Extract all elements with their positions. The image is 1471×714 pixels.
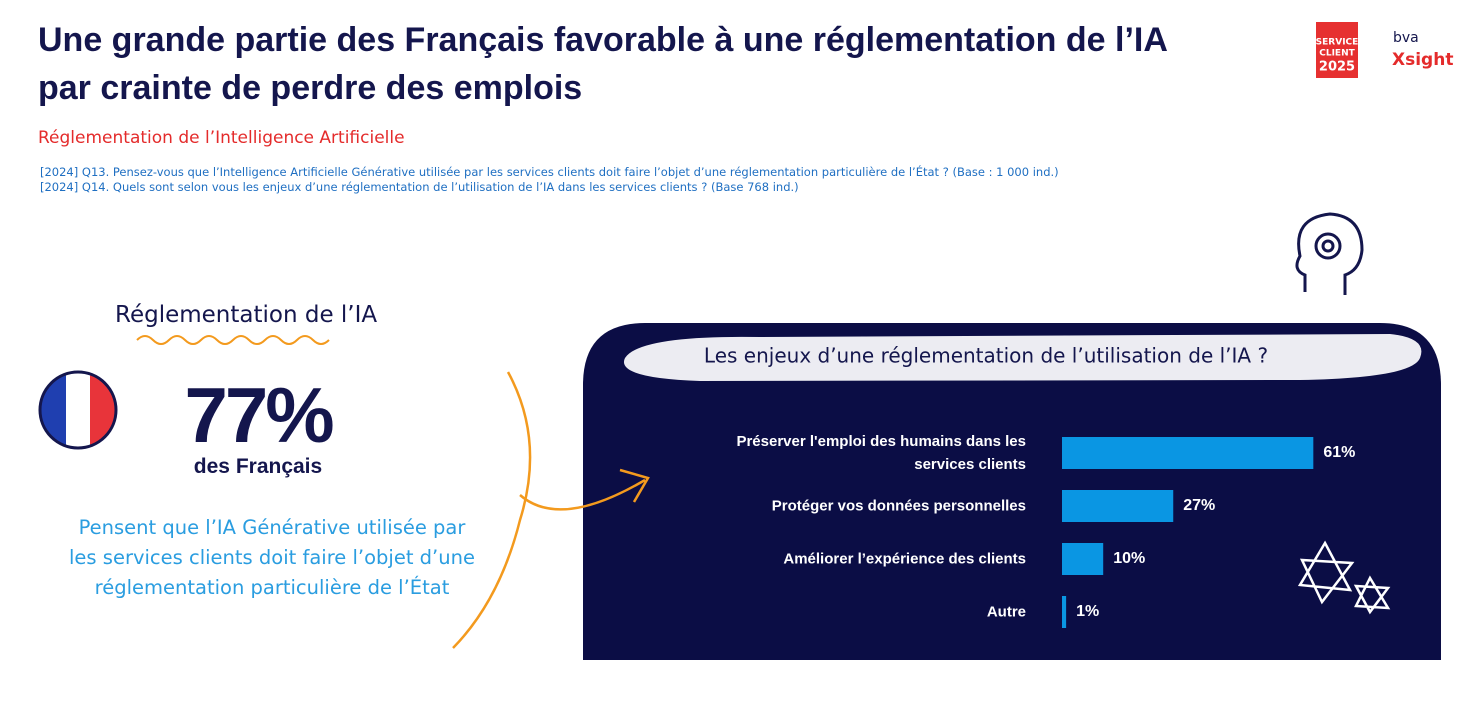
value-label: 61%	[1323, 444, 1355, 461]
value-label: 27%	[1183, 497, 1215, 514]
question: [2024] Q14. Quels sont selon vous les en…	[40, 180, 799, 194]
highlight-description: Pensent que l’IA Générative utilisée par…	[69, 516, 475, 599]
stars	[1297, 540, 1391, 615]
chart-title-pill	[623, 334, 1422, 381]
bar	[1062, 490, 1174, 522]
head-icon	[1295, 212, 1364, 295]
value-label: 10%	[1113, 550, 1145, 567]
highlight-subject: des Français	[193, 455, 323, 478]
value-label: 1%	[1076, 603, 1099, 620]
chart-panel	[583, 323, 1441, 660]
bar	[1062, 596, 1067, 628]
squiggle	[136, 335, 330, 345]
subtitle: Réglementation de l’Intelligence Artific…	[38, 128, 405, 148]
category-label: Améliorer l’expérience des clients	[783, 550, 1026, 568]
bar	[1062, 437, 1314, 469]
badge	[1316, 22, 1358, 78]
logo-xsight: Xsight	[1392, 50, 1453, 70]
badge-year: 2025	[1319, 60, 1355, 75]
category-label: Protéger vos données personnelles	[771, 497, 1026, 515]
bracket	[452, 371, 532, 649]
bar	[1062, 543, 1104, 575]
arrow	[519, 468, 650, 511]
category-label: Autre	[986, 603, 1026, 621]
highlight-value: 77%	[184, 371, 334, 459]
badge-line: CLIENT	[1319, 49, 1355, 59]
chart-title: Les enjeux d’une réglementation de l’uti…	[704, 344, 1268, 368]
title: Une grande partie des Français favorable…	[38, 21, 1167, 107]
badge-line: SERVICE	[1316, 38, 1359, 48]
highlight-heading: Réglementation de l’IA	[115, 302, 378, 328]
bar-group: 61% 27% 10% 1%	[1062, 437, 1355, 628]
question: [2024] Q13. Pensez-vous que l’Intelligen…	[40, 165, 1059, 179]
category-label: Préserver l'emploi des humains dans les …	[736, 433, 1026, 473]
flag-border	[38, 370, 118, 450]
logo-bva: bva	[1393, 30, 1419, 46]
